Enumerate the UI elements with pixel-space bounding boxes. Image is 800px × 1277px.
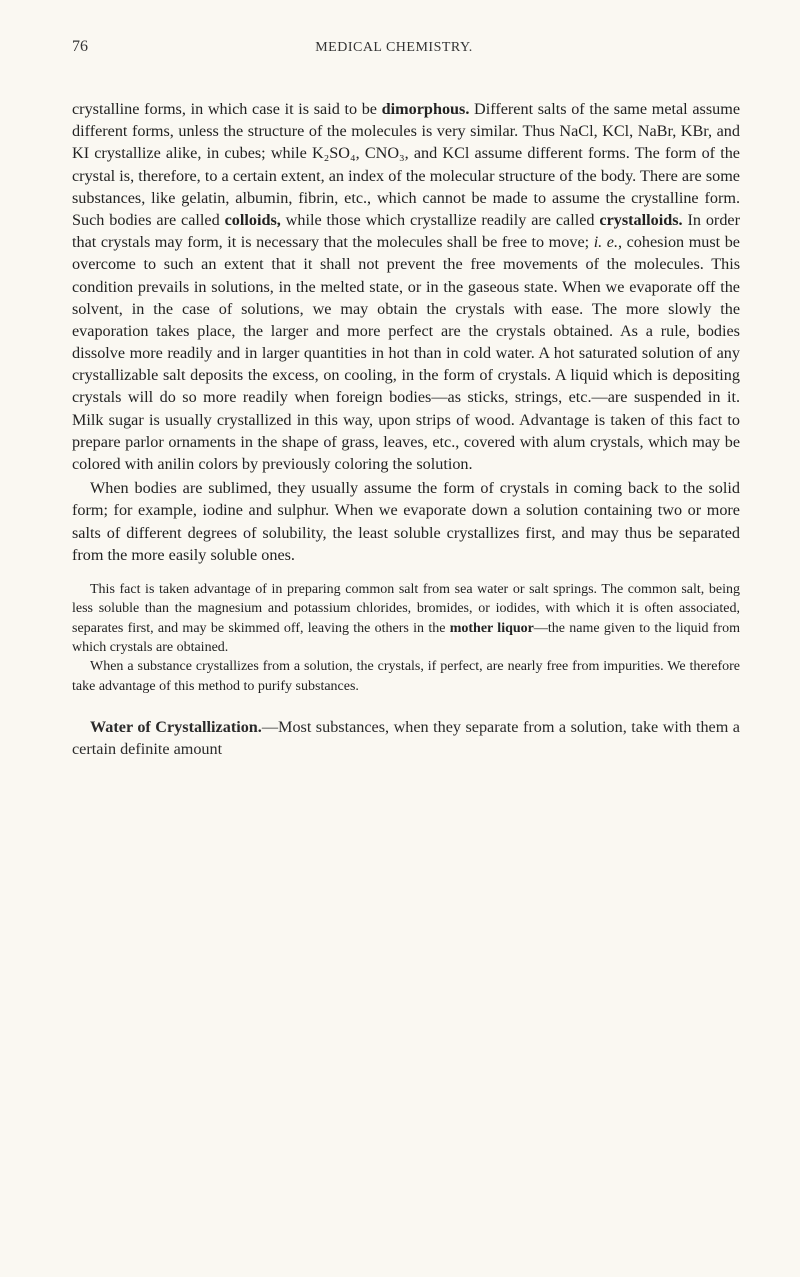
p1-text-e: , cohesion must be overcome to such an e…: [72, 233, 740, 473]
page: 76 MEDICAL CHEMISTRY. crystalline forms,…: [0, 0, 800, 1277]
p1-text-b: Different salts of the same metal assume…: [72, 100, 740, 229]
running-head: MEDICAL CHEMISTRY.: [88, 40, 700, 56]
small-paragraph-1: This fact is taken advantage of in prepa…: [72, 580, 740, 657]
term-colloids: colloids,: [225, 211, 281, 229]
p1-text-c: while those which crystallize readily ar…: [281, 211, 600, 229]
term-mother-liquor: mother liquor: [450, 621, 534, 636]
section-water-crystallization: Water of Crystallization.—Most substance…: [72, 716, 740, 760]
term-dimorphous: dimorphous.: [382, 100, 470, 118]
p1-text-a: crystalline forms, in which case it is s…: [72, 100, 382, 118]
small-paragraph-2: When a substance crystallizes from a sol…: [72, 657, 740, 696]
term-crystalloids: crystalloids.: [599, 211, 682, 229]
section-heading: Water of Crystallization.: [90, 718, 262, 736]
abbrev-ie: i. e.: [594, 233, 618, 251]
page-number: 76: [72, 38, 88, 56]
paragraph-1: crystalline forms, in which case it is s…: [72, 98, 740, 475]
paragraph-2: When bodies are sublimed, they usually a…: [72, 477, 740, 566]
page-header: 76 MEDICAL CHEMISTRY.: [72, 38, 740, 56]
